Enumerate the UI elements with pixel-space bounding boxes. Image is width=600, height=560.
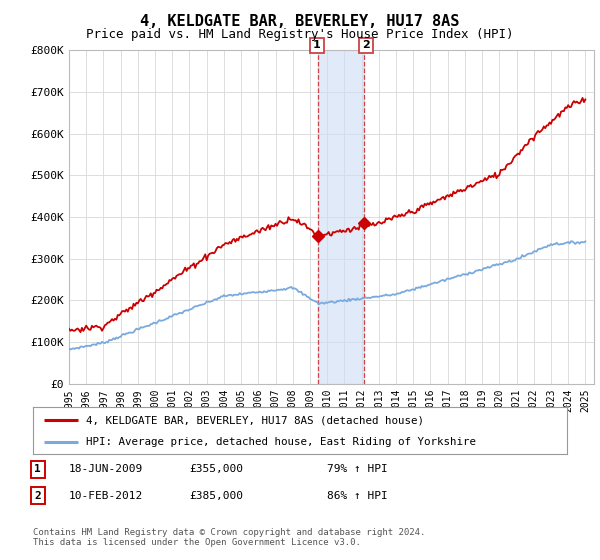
Text: 79% ↑ HPI: 79% ↑ HPI: [327, 464, 388, 474]
Text: 2: 2: [34, 491, 41, 501]
Text: £385,000: £385,000: [189, 491, 243, 501]
Text: 86% ↑ HPI: 86% ↑ HPI: [327, 491, 388, 501]
Text: 1: 1: [313, 40, 321, 50]
Text: £355,000: £355,000: [189, 464, 243, 474]
Text: 2: 2: [362, 40, 370, 50]
Bar: [318, 50, 364, 384]
Text: 4, KELDGATE BAR, BEVERLEY, HU17 8AS: 4, KELDGATE BAR, BEVERLEY, HU17 8AS: [140, 14, 460, 29]
Text: 1: 1: [34, 464, 41, 474]
Text: Price paid vs. HM Land Registry's House Price Index (HPI): Price paid vs. HM Land Registry's House …: [86, 28, 514, 41]
Text: 4, KELDGATE BAR, BEVERLEY, HU17 8AS (detached house): 4, KELDGATE BAR, BEVERLEY, HU17 8AS (det…: [86, 415, 424, 425]
Text: HPI: Average price, detached house, East Riding of Yorkshire: HPI: Average price, detached house, East…: [86, 437, 476, 447]
Text: 10-FEB-2012: 10-FEB-2012: [69, 491, 143, 501]
Text: Contains HM Land Registry data © Crown copyright and database right 2024.
This d: Contains HM Land Registry data © Crown c…: [33, 528, 425, 547]
Text: 18-JUN-2009: 18-JUN-2009: [69, 464, 143, 474]
